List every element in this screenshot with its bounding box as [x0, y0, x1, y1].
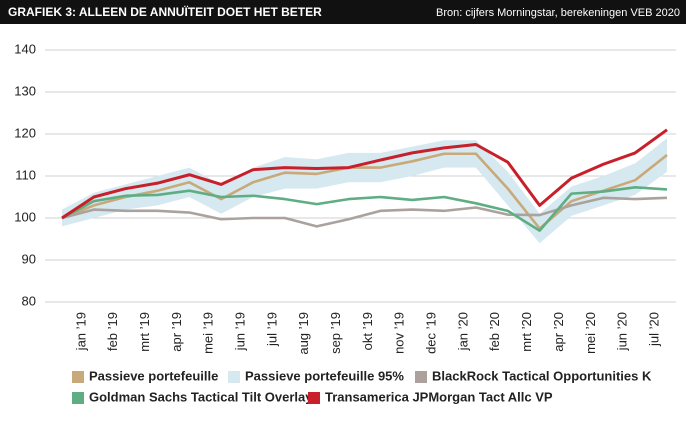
x-tick-label: aug ’19 — [296, 312, 311, 355]
legend-label: Transamerica JPMorgan Tact Allc VP — [325, 389, 553, 404]
x-tick-label: feb ’19 — [105, 312, 120, 351]
legend-swatch — [72, 392, 84, 404]
x-tick-label: jan ’20 — [455, 312, 470, 351]
x-tick-label: dec ’19 — [424, 312, 439, 354]
source: Bron: cijfers Morningstar, berekeningen … — [436, 7, 680, 19]
x-tick-label: okt ’19 — [360, 312, 375, 350]
x-tick-label: mei ’19 — [201, 312, 216, 354]
legend-swatch — [72, 371, 84, 383]
legend-label: BlackRock Tactical Opportunities K — [432, 368, 652, 383]
y-tick-label: 120 — [14, 125, 36, 140]
y-tick-label: 90 — [22, 251, 36, 266]
x-tick-label: feb ’20 — [487, 312, 502, 351]
x-tick-label: apr ’19 — [169, 312, 184, 352]
legend-label: Passieve portefeuille — [89, 368, 218, 383]
x-tick-label: jun ’19 — [232, 312, 247, 351]
series-line — [61, 128, 668, 220]
x-tick-label: jul ’20 — [646, 312, 661, 347]
x-tick-label: jan ’19 — [73, 312, 88, 351]
x-tick-label: apr ’20 — [551, 312, 566, 352]
x-tick-label: mei ’20 — [583, 312, 598, 354]
y-tick-label: 100 — [14, 209, 36, 224]
y-tick-label: 140 — [14, 41, 36, 56]
x-tick-label: sep ’19 — [328, 312, 343, 354]
series-line — [61, 186, 668, 232]
x-tick-label: jul ’19 — [264, 312, 279, 347]
x-tick-label: jun ’20 — [615, 312, 630, 351]
y-tick-label: 80 — [22, 293, 36, 308]
legend-swatch — [415, 371, 427, 383]
x-tick-label: nov ’19 — [392, 312, 407, 354]
y-tick-label: 110 — [15, 167, 36, 182]
x-tick-label: mrt ’19 — [137, 312, 152, 352]
header-bar — [0, 0, 686, 24]
legend-label: Passieve portefeuille 95% — [245, 368, 404, 383]
chart-title: GRAFIEK 3: ALLEEN DE ANNUÏTEIT DOET HET … — [8, 4, 322, 19]
legend-swatch — [308, 392, 320, 404]
x-tick-label: mrt ’20 — [519, 312, 534, 352]
legend-label: Goldman Sachs Tactical Tilt Overlay — [89, 389, 313, 404]
y-tick-label: 130 — [14, 83, 36, 98]
series-line — [61, 196, 668, 228]
legend-swatch — [228, 371, 240, 383]
